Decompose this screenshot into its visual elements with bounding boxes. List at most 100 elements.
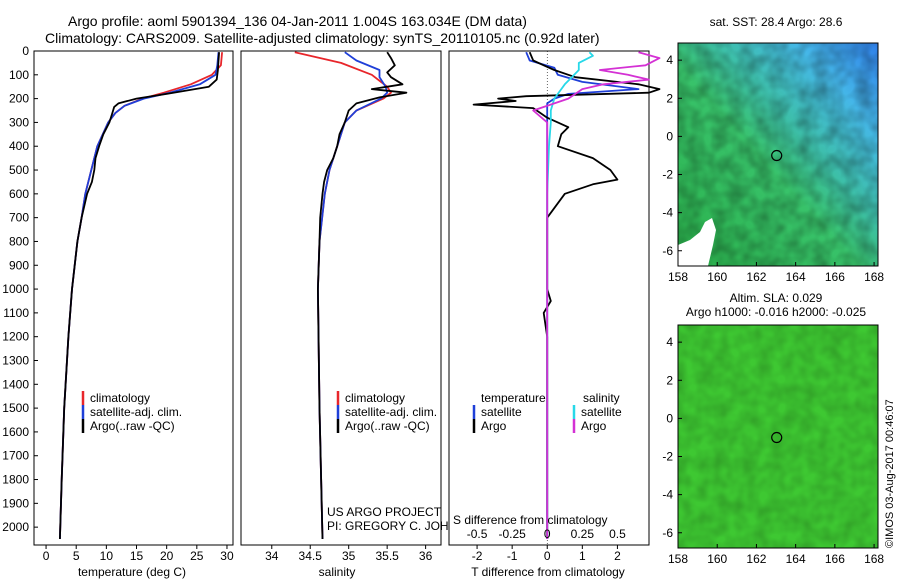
temperature-series-group <box>59 52 223 540</box>
sla-map-x-tick-label-0: 158 <box>668 552 688 566</box>
temperature-x-tick-label-4: 20 <box>160 549 174 563</box>
difference-legend: temperature satellite Argo salinity sate… <box>472 391 622 433</box>
sla-map-y-tick-label-4: -4 <box>662 488 673 502</box>
sla-map-x-tick-label-4: 166 <box>825 552 845 566</box>
temperature-legend: climatology satellite-adj. clim. Argo(..… <box>81 391 182 433</box>
depth-tick-label-3: 300 <box>9 115 29 129</box>
sst-map-y-tick-label-4: -4 <box>662 206 673 220</box>
temperature-x-ticks: 0 5 10 15 20 25 30 <box>43 545 234 563</box>
temperature-x-tick-label-6: 30 <box>220 549 234 563</box>
sst-map-y-tick-label-3: -2 <box>662 168 673 182</box>
difference-x-tick-label-2: 0 <box>544 549 551 563</box>
temperature-panel: 0 5 10 15 20 25 30 0 100 200 300 400 500 600 700 800 90… <box>2 44 453 579</box>
sla-map-texture <box>678 325 878 548</box>
depth-tick-label-2: 200 <box>9 92 29 106</box>
difference-x-tick-label-0: -2 <box>472 549 483 563</box>
sla-map-x-tick-label-1: 160 <box>707 552 727 566</box>
difference-x-tick-label-3: 1 <box>579 549 586 563</box>
temperature-legend-climatology: climatology <box>90 391 150 405</box>
sst-map-ticks: 158 160 162 164 166 168 4 2 0 -2 -4 -6 <box>662 53 884 284</box>
depth-axis-ticks: 0 100 200 300 400 500 600 700 800 900 1000 1100 1200… <box>2 44 453 534</box>
salinity-legend-climatology: climatology <box>345 391 405 405</box>
depth-tick-label-11: 1100 <box>3 306 29 320</box>
credit-project: US ARGO PROJECT <box>327 505 442 519</box>
sla-map-frame <box>677 324 879 549</box>
legend-salinity-satellite: satellite <box>581 405 622 419</box>
legend-temperature-title: temperature <box>481 391 546 405</box>
sst-map-x-tick-label-2: 162 <box>746 270 766 284</box>
salinity-x-tick-label-0: 34 <box>265 549 279 563</box>
sst-map-frame <box>677 42 879 267</box>
depth-tick-label-4: 400 <box>9 139 29 153</box>
s-difference-tick-label-0: -0.5 <box>467 527 488 541</box>
depth-tick-label-18: 1800 <box>2 473 29 487</box>
difference-x-tick-label-1: -1 <box>507 549 518 563</box>
sst-argo-position-marker <box>771 149 783 162</box>
temperature-x-tick-label-3: 15 <box>130 549 144 563</box>
sst-map-x-tick-label-4: 166 <box>825 270 845 284</box>
difference-series-group <box>472 51 661 539</box>
sst-map-y-tick-label-0: 4 <box>666 53 673 67</box>
sla-map-y-tick-label-1: 2 <box>666 373 673 387</box>
salinity-panel: 34 34.5 35 35.5 36 salinity climatology sate… <box>240 50 483 579</box>
depth-tick-label-19: 1900 <box>2 496 29 510</box>
salinity-x-tick-label-4: 36 <box>419 549 433 563</box>
s-difference-tick-label-2: 0 <box>544 527 551 541</box>
s-difference-tick-label-3: 0.25 <box>571 527 595 541</box>
sla-map-ticks: 158 160 162 164 166 168 4 2 0 -2 -4 -6 <box>662 335 884 566</box>
depth-tick-label-17: 1700 <box>2 449 29 463</box>
sst-map-y-tick-label-1: 2 <box>666 91 673 105</box>
sst-map-x-tick-label-1: 160 <box>707 270 727 284</box>
temperature-x-label: temperature (deg C) <box>78 565 186 579</box>
salinity-legend-satellite: satellite-adj. clim. <box>345 405 437 419</box>
depth-tick-label-8: 800 <box>9 234 29 248</box>
t-difference-label: T difference from climatology <box>471 565 625 579</box>
sla-map-y-tick-label-5: -6 <box>662 526 673 540</box>
difference-x-tick-label-4: 2 <box>614 549 621 563</box>
salinity-x-tick-label-2: 35 <box>342 549 356 563</box>
depth-tick-label-13: 1300 <box>2 353 29 367</box>
credit-pi: PI: GREGORY C. JOHNSON <box>327 519 483 533</box>
series-line-3 <box>532 51 661 539</box>
salinity-series-group <box>294 51 408 540</box>
salinity-x-label: salinity <box>319 565 356 579</box>
sla-argo-position-marker <box>771 431 783 444</box>
temperature-x-tick-label-2: 10 <box>100 549 114 563</box>
salinity-x-ticks: 34 34.5 35 35.5 36 <box>265 545 433 563</box>
s-difference-tick-label-1: -0.25 <box>498 527 526 541</box>
s-difference-tick-label-4: 0.5 <box>609 527 626 541</box>
series-line-2 <box>316 51 408 540</box>
salinity-x-tick-label-1: 34.5 <box>299 549 323 563</box>
sla-map-x-tick-label-3: 164 <box>786 552 806 566</box>
sst-map-panel: sat. SST: 28.4 Argo: 28.6 158 160 162 164 16… <box>662 15 884 284</box>
figure-title-line1: Argo profile: aoml 5901394_136 04-Jan-20… <box>68 13 527 29</box>
legend-temperature-satellite: satellite <box>481 405 522 419</box>
sst-map-y-tick-label-2: 0 <box>666 129 673 143</box>
legend-temperature-argo: Argo <box>481 419 507 433</box>
sla-map-subtitle: Argo h1000: -0.016 h2000: -0.025 <box>686 305 866 319</box>
salinity-legend-argo: Argo(..raw -QC) <box>345 419 430 433</box>
sla-map-y-tick-label-3: -2 <box>662 450 673 464</box>
salinity-difference-x-ticks: -0.5 -0.25 0 0.25 0.5 <box>467 527 626 541</box>
sst-map-x-tick-label-5: 168 <box>864 270 884 284</box>
depth-tick-label-15: 1500 <box>2 401 29 415</box>
sla-map-title: Altim. SLA: 0.029 <box>730 291 823 305</box>
depth-tick-label-12: 1200 <box>2 330 29 344</box>
temperature-x-tick-label-0: 0 <box>43 549 50 563</box>
sla-map-y-tick-label-2: 0 <box>666 411 673 425</box>
depth-tick-label-0: 0 <box>22 44 29 58</box>
legend-salinity-title: salinity <box>583 391 620 405</box>
sst-map-x-tick-label-0: 158 <box>668 270 688 284</box>
depth-tick-label-7: 700 <box>9 211 29 225</box>
salinity-x-tick-label-3: 35.5 <box>375 549 399 563</box>
depth-tick-label-1: 100 <box>9 68 29 82</box>
depth-tick-label-14: 1400 <box>2 377 29 391</box>
depth-tick-label-5: 500 <box>9 163 29 177</box>
depth-tick-label-16: 1600 <box>2 425 29 439</box>
sst-land-missing-data <box>678 218 716 266</box>
sla-map-x-tick-label-2: 162 <box>746 552 766 566</box>
depth-tick-label-9: 900 <box>9 258 29 272</box>
sla-map-y-tick-label-0: 4 <box>666 335 673 349</box>
difference-x-ticks: -2 -1 0 1 2 <box>472 545 621 563</box>
